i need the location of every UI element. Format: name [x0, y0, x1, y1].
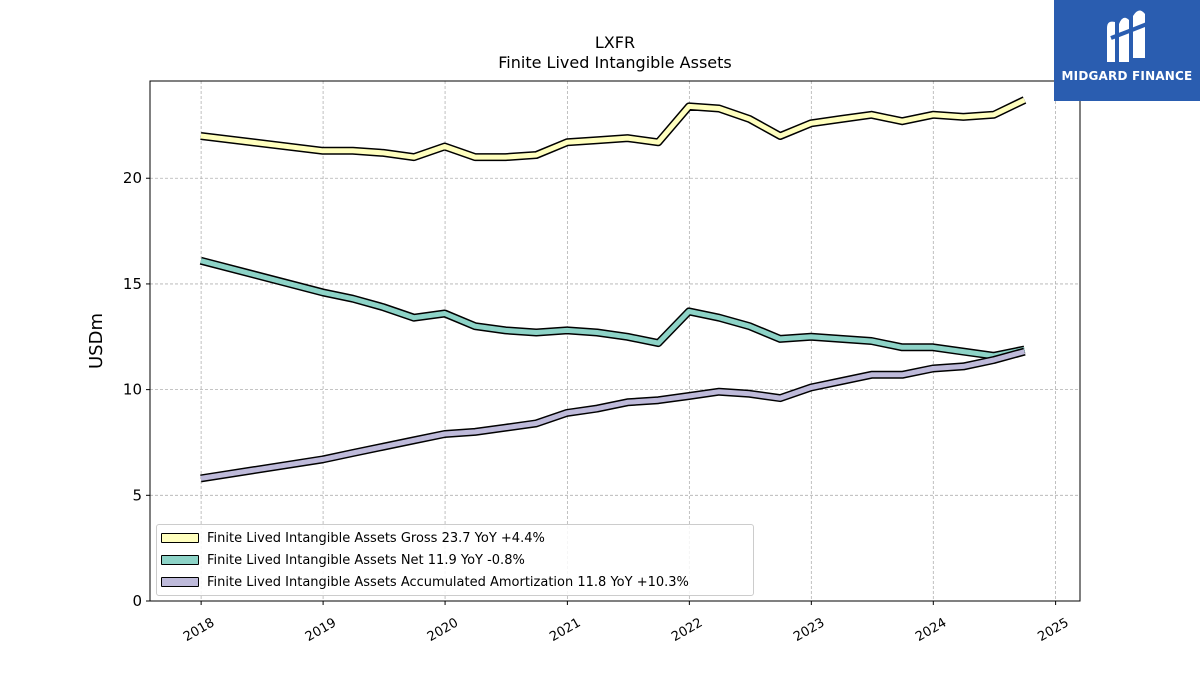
- legend-item-net: Finite Lived Intangible Assets Net 11.9 …: [161, 550, 525, 570]
- y-tick-label: 15: [123, 275, 142, 293]
- y-tick-label: 20: [123, 169, 142, 187]
- series-outline-1: [199, 256, 1026, 360]
- legend-item-amortization: Finite Lived Intangible Assets Accumulat…: [161, 572, 689, 592]
- plot-frame: [149, 80, 1081, 602]
- legend-swatch-net: [161, 555, 199, 565]
- x-tick-label: 2025: [1035, 615, 1071, 645]
- y-tick-label: 10: [123, 381, 142, 399]
- logo-text: MIDGARD FINANCE: [1061, 69, 1193, 83]
- chart-subtitle: Finite Lived Intangible Assets: [498, 53, 732, 72]
- x-tick-label: 2022: [669, 615, 705, 645]
- legend-item-gross: Finite Lived Intangible Assets Gross 23.…: [161, 528, 545, 548]
- x-tick-label: 2020: [425, 615, 461, 645]
- legend-label-net: Finite Lived Intangible Assets Net 11.9 …: [207, 552, 525, 568]
- x-tick-label: 2019: [303, 615, 339, 645]
- legend-label-gross: Finite Lived Intangible Assets Gross 23.…: [207, 530, 545, 546]
- x-tick-label: 2018: [181, 615, 217, 645]
- chart-title: LXFR: [594, 33, 636, 52]
- series-line-2: [200, 349, 1026, 481]
- x-tick-label: 2024: [913, 615, 949, 645]
- x-tick-label: 2021: [547, 615, 583, 645]
- brand-logo: MIDGARD FINANCE: [1054, 0, 1200, 101]
- y-axis-label: USDm: [86, 313, 107, 369]
- legend-label-amortization: Finite Lived Intangible Assets Accumulat…: [207, 574, 689, 590]
- legend-swatch-amortization: [161, 577, 199, 587]
- logo-mark-icon: [1107, 10, 1148, 63]
- y-tick-label: 0: [132, 592, 142, 610]
- chart-legend: Finite Lived Intangible Assets Gross 23.…: [156, 524, 754, 596]
- y-tick-label: 5: [132, 486, 142, 504]
- legend-swatch-gross: [161, 533, 199, 543]
- x-tick-label: 2023: [791, 615, 827, 645]
- series-line-0: [200, 97, 1026, 160]
- series-line-1: [200, 258, 1026, 359]
